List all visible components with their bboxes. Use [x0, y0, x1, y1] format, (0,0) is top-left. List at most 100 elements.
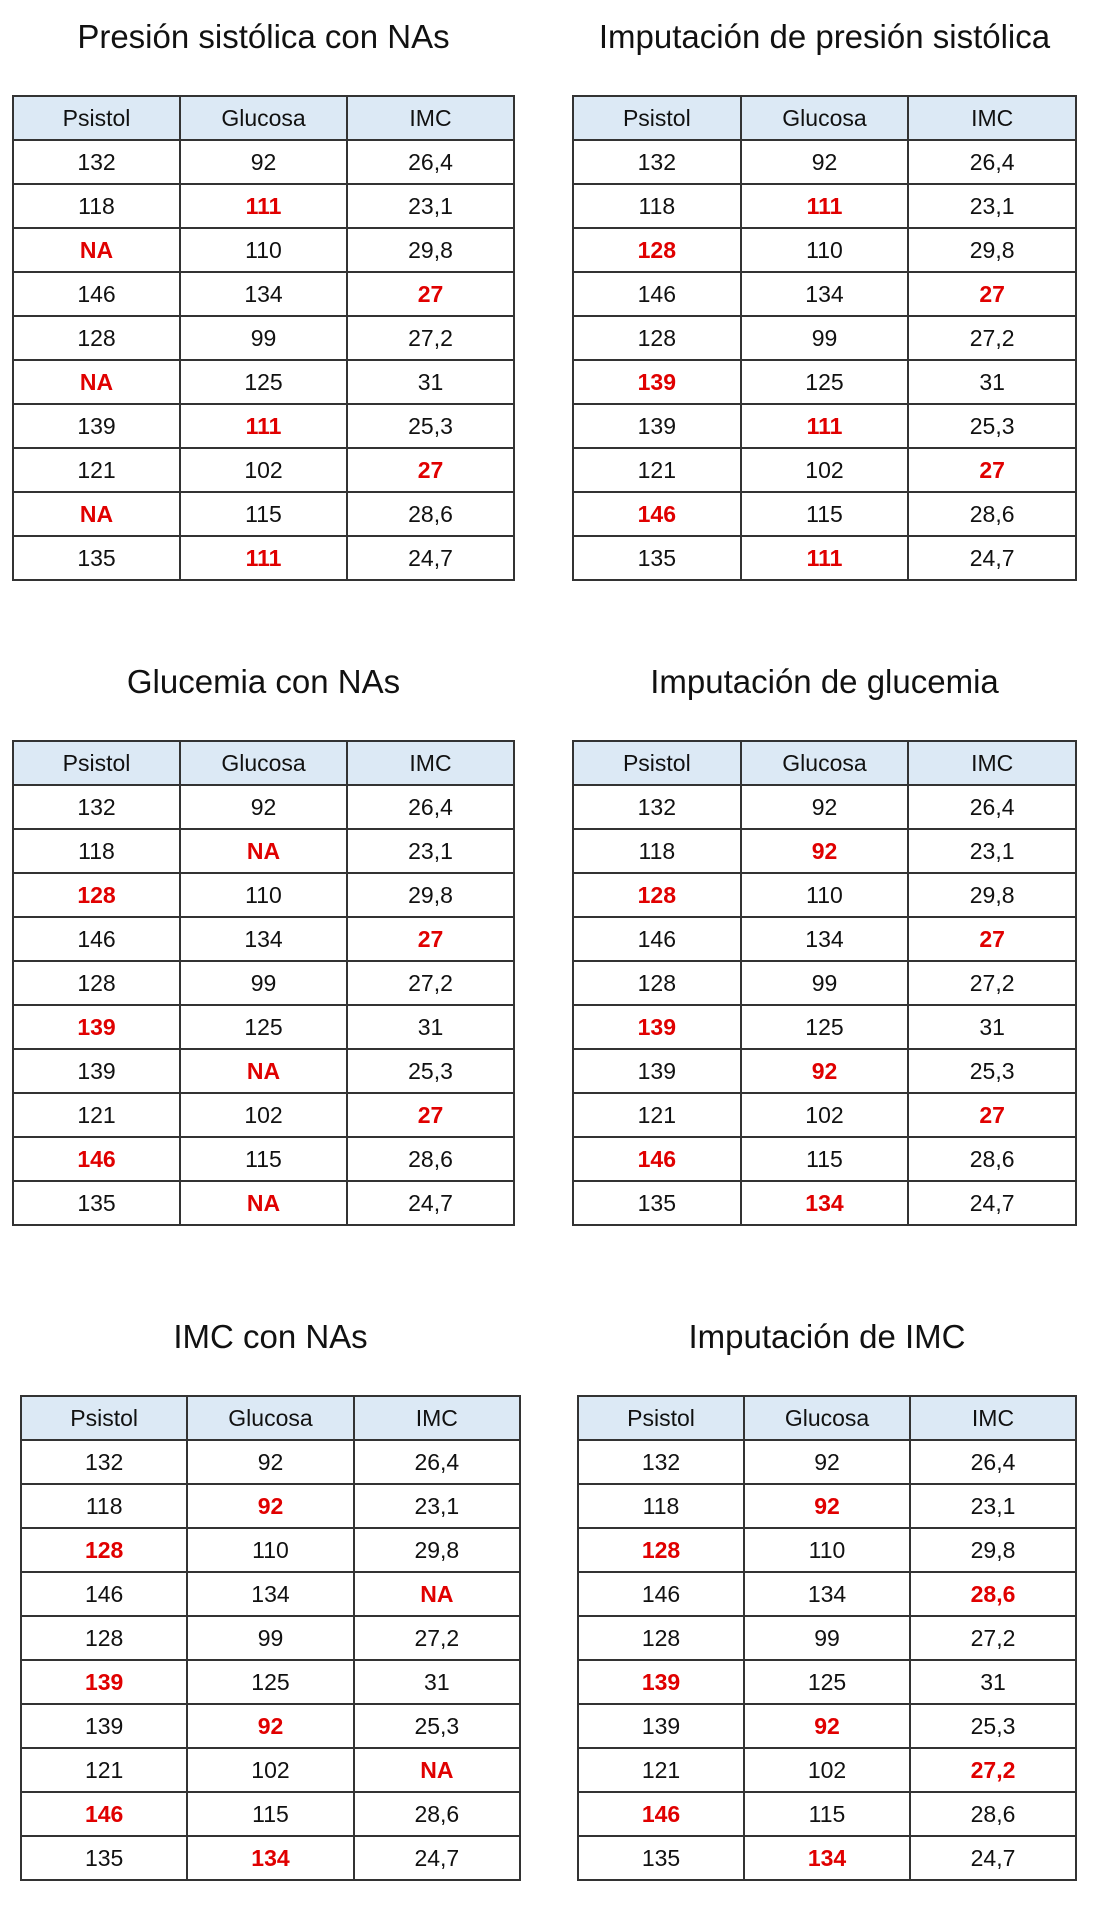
- highlighted-cell: 27: [346, 447, 515, 493]
- table-row: 139 125 31: [19, 1659, 522, 1705]
- table-row: 118 NA 23,1: [12, 828, 515, 874]
- header-row: Psistol Glucosa IMC: [572, 95, 1077, 141]
- table-cell: 135: [572, 1180, 742, 1226]
- table-cell: 24,7: [909, 1835, 1077, 1881]
- highlighted-cell: 27: [346, 1092, 515, 1138]
- highlighted-cell: NA: [179, 1180, 348, 1226]
- highlighted-cell: 139: [572, 1004, 742, 1050]
- table-cell: 102: [186, 1747, 355, 1793]
- table-cell: 128: [12, 315, 181, 361]
- data-table: Psistol Glucosa IMC 132 92 26,4 118 92 23,1 128 11…: [19, 1395, 522, 1881]
- table-title: Presión sistólica con NAs: [77, 18, 450, 55]
- table-cell: 27,2: [346, 315, 515, 361]
- table-row: 146 115 28,6: [577, 1791, 1077, 1837]
- highlighted-cell: 146: [577, 1791, 745, 1837]
- table-row: 139 NA 25,3: [12, 1048, 515, 1094]
- column-header: Psistol: [12, 95, 181, 141]
- table-cell: 125: [739, 1004, 910, 1050]
- table-cell: 25,3: [352, 1703, 522, 1749]
- table-row: 135 134 24,7: [19, 1835, 522, 1881]
- highlighted-cell: 27: [907, 1092, 1077, 1138]
- table-row: 139 111 25,3: [12, 403, 515, 449]
- highlighted-cell: 128: [19, 1527, 189, 1573]
- table-cell: 102: [179, 447, 348, 493]
- data-table: Psistol Glucosa IMC 132 92 26,4 118 92 23,1 128 11…: [577, 1395, 1077, 1881]
- column-header: Psistol: [12, 740, 181, 786]
- table-row: 128 99 27,2: [12, 315, 515, 361]
- header-row: Psistol Glucosa IMC: [12, 95, 515, 141]
- table-cell: 132: [12, 139, 181, 185]
- table-row: 118 92 23,1: [577, 1483, 1077, 1529]
- header-row: Psistol Glucosa IMC: [577, 1395, 1077, 1441]
- table-cell: 27,2: [907, 960, 1077, 1006]
- column-header: Glucosa: [739, 740, 910, 786]
- highlighted-cell: 146: [572, 491, 742, 537]
- table-row: 121 102 27: [572, 1092, 1077, 1138]
- table-cell: 29,8: [346, 227, 515, 273]
- table-cell: 139: [12, 403, 181, 449]
- table-row: 121 102 27: [12, 1092, 515, 1138]
- table-row: 146 115 28,6: [19, 1791, 522, 1837]
- table-title: Imputación de glucemia: [650, 663, 999, 700]
- table-row: 146 115 28,6: [12, 1136, 515, 1182]
- table-cell: 102: [739, 447, 910, 493]
- table-cell: 110: [739, 872, 910, 918]
- table-cell: 118: [19, 1483, 189, 1529]
- table-cell: 31: [909, 1659, 1077, 1705]
- table-cell: 25,3: [907, 403, 1077, 449]
- highlighted-cell: 27: [346, 916, 515, 962]
- table-cell: 31: [907, 359, 1077, 405]
- table-cell: 27,2: [909, 1615, 1077, 1661]
- table-title: Imputación de presión sistólica: [598, 18, 1051, 55]
- table-cell: 135: [12, 535, 181, 581]
- highlighted-cell: 128: [572, 872, 742, 918]
- highlighted-cell: 111: [739, 183, 910, 229]
- table-cell: 128: [572, 960, 742, 1006]
- highlighted-cell: 139: [19, 1659, 189, 1705]
- data-table: Psistol Glucosa IMC 132 92 26,4 118 111 23,1 NA 11…: [12, 95, 515, 581]
- table-row: 139 92 25,3: [572, 1048, 1077, 1094]
- column-header: Psistol: [577, 1395, 745, 1441]
- highlighted-cell: 111: [179, 535, 348, 581]
- table-cell: 134: [179, 916, 348, 962]
- table-cell: 99: [739, 315, 910, 361]
- table-row: 139 111 25,3: [572, 403, 1077, 449]
- table-row: 146 115 28,6: [572, 491, 1077, 537]
- table-cell: 132: [19, 1439, 189, 1485]
- table-row: 135 134 24,7: [572, 1180, 1077, 1226]
- table-cell: 28,6: [352, 1791, 522, 1837]
- table-cell: 27,2: [346, 960, 515, 1006]
- table-cell: 31: [346, 359, 515, 405]
- table-cell: 24,7: [346, 1180, 515, 1226]
- header-row: Psistol Glucosa IMC: [19, 1395, 522, 1441]
- table-cell: 26,4: [909, 1439, 1077, 1485]
- table-cell: 24,7: [346, 535, 515, 581]
- table-row: 132 92 26,4: [12, 139, 515, 185]
- table-cell: 99: [186, 1615, 355, 1661]
- highlighted-cell: 139: [572, 359, 742, 405]
- table-cell: 115: [179, 491, 348, 537]
- table-cell: 134: [739, 916, 910, 962]
- table-cell: 31: [346, 1004, 515, 1050]
- column-header: Glucosa: [739, 95, 910, 141]
- table-row: 135 111 24,7: [12, 535, 515, 581]
- column-header: Glucosa: [743, 1395, 911, 1441]
- column-header: Glucosa: [179, 95, 348, 141]
- highlighted-cell: NA: [12, 227, 181, 273]
- table-cell: 125: [739, 359, 910, 405]
- table-cell: 125: [179, 1004, 348, 1050]
- table-row: 118 92 23,1: [19, 1483, 522, 1529]
- table-cell: 135: [577, 1835, 745, 1881]
- table-cell: 29,8: [909, 1527, 1077, 1573]
- table-cell: 128: [12, 960, 181, 1006]
- table-cell: 132: [577, 1439, 745, 1485]
- table-row: 132 92 26,4: [577, 1439, 1077, 1485]
- table-cell: 31: [352, 1659, 522, 1705]
- table-cell: 134: [743, 1571, 911, 1617]
- table-cell: 29,8: [352, 1527, 522, 1573]
- table-row: 135 134 24,7: [577, 1835, 1077, 1881]
- table-cell: 139: [12, 1048, 181, 1094]
- table-row: 139 92 25,3: [19, 1703, 522, 1749]
- highlighted-cell: 128: [572, 227, 742, 273]
- table-cell: 25,3: [346, 403, 515, 449]
